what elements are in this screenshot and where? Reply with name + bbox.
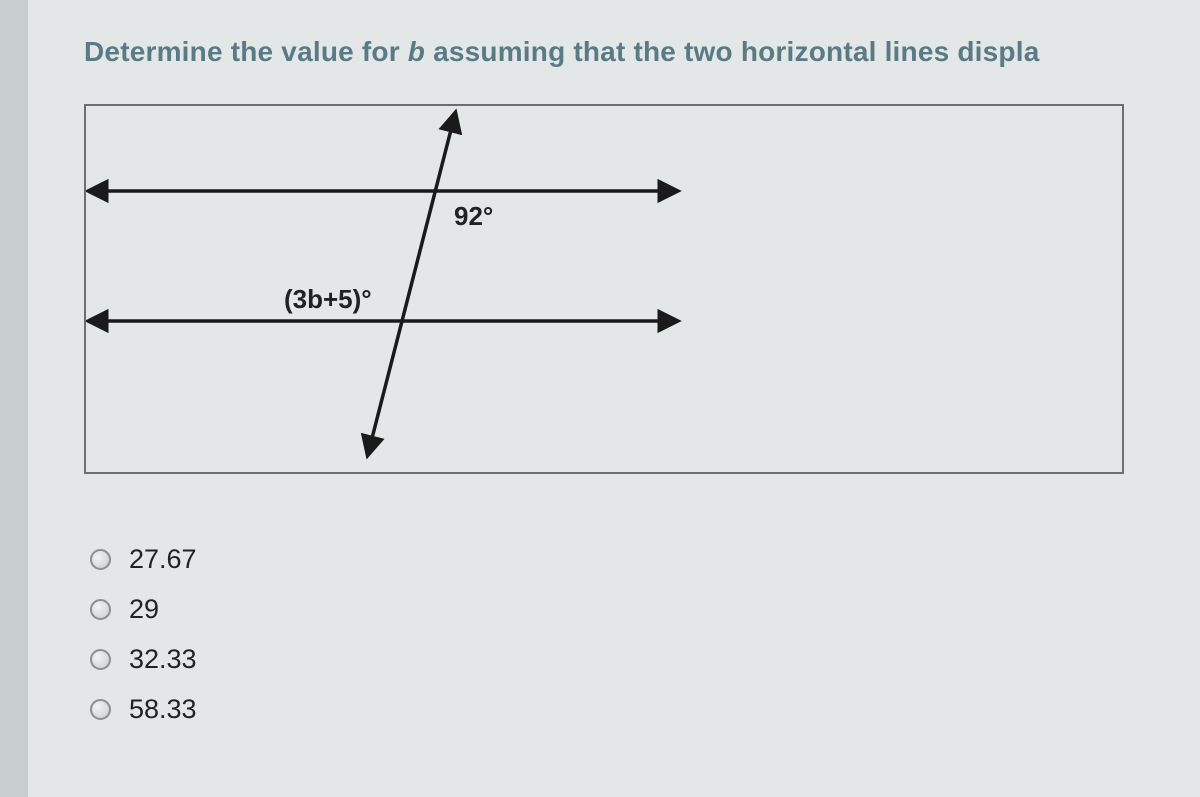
question-variable: b [408,36,425,67]
radio-icon[interactable] [90,699,111,720]
transversal-line [369,118,454,450]
angle-label-upper: 92° [454,201,493,232]
question-prefix: Determine the value for [84,36,408,67]
option-label: 29 [129,594,159,625]
option-row[interactable]: 32.33 [90,634,1200,684]
angle-label-lower: (3b+5)° [284,284,372,315]
option-row[interactable]: 29 [90,584,1200,634]
radio-icon[interactable] [90,549,111,570]
option-label: 32.33 [129,644,197,675]
option-row[interactable]: 58.33 [90,684,1200,734]
diagram-svg [86,106,1126,476]
question-suffix: assuming that the two horizontal lines d… [425,36,1039,67]
option-row[interactable]: 27.67 [90,534,1200,584]
radio-icon[interactable] [90,649,111,670]
option-label: 58.33 [129,694,197,725]
option-label: 27.67 [129,544,197,575]
radio-icon[interactable] [90,599,111,620]
question-text: Determine the value for b assuming that … [84,36,1200,68]
answer-options: 27.67 29 32.33 58.33 [90,534,1200,734]
diagram-frame: 92° (3b+5)° [84,104,1124,474]
quiz-page: Determine the value for b assuming that … [28,0,1200,797]
